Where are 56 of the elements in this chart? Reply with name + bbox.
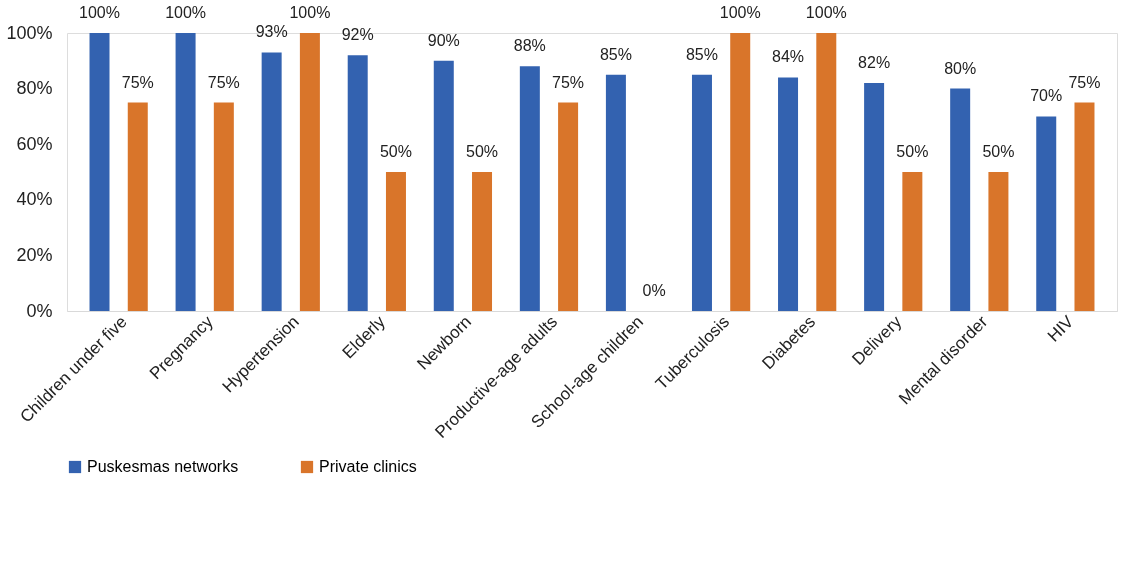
y-tick-label: 0% <box>26 300 53 321</box>
y-tick-label: 100% <box>6 22 53 43</box>
legend-label: Puskesmas networks <box>87 458 239 475</box>
data-label: 84% <box>772 48 805 66</box>
y-tick-label: 40% <box>16 189 53 210</box>
bar <box>1036 116 1057 311</box>
bar <box>558 102 579 311</box>
data-label: 75% <box>552 73 585 91</box>
data-label: 92% <box>341 26 374 44</box>
data-label: 85% <box>685 45 718 63</box>
bar <box>299 33 320 311</box>
data-label: 70% <box>1030 87 1063 105</box>
data-label: 75% <box>207 73 240 91</box>
bar <box>950 88 971 311</box>
data-label: 80% <box>944 59 977 77</box>
bar <box>213 102 234 311</box>
data-label: 90% <box>427 31 460 49</box>
bar <box>385 172 406 311</box>
y-tick-label: 20% <box>16 244 53 265</box>
bar <box>988 172 1009 311</box>
bar <box>691 74 712 311</box>
data-label: 88% <box>513 37 546 55</box>
bar <box>472 172 493 311</box>
data-label: 82% <box>858 54 891 72</box>
data-label: 100% <box>79 4 120 21</box>
data-label: 0% <box>642 282 666 299</box>
bar <box>1074 102 1095 311</box>
bar <box>778 77 799 311</box>
data-label: 85% <box>599 45 632 63</box>
data-label: 75% <box>1068 73 1101 91</box>
bar <box>175 33 196 311</box>
data-label: 75% <box>121 73 154 91</box>
data-label: 100% <box>165 4 207 21</box>
bar <box>127 102 148 311</box>
bar <box>89 33 110 311</box>
bar <box>816 33 837 311</box>
x-tick-label: HIV <box>1043 311 1078 346</box>
bar <box>605 74 626 311</box>
bar <box>261 52 282 311</box>
data-label: 50% <box>982 143 1015 160</box>
bar <box>864 83 885 311</box>
data-label: 100% <box>805 4 847 21</box>
bar <box>519 66 540 311</box>
data-label: 100% <box>289 4 331 21</box>
y-tick-label: 60% <box>16 133 53 154</box>
data-label: 100% <box>719 4 761 21</box>
data-label: 50% <box>379 143 412 160</box>
bar <box>902 172 923 311</box>
bar <box>730 33 751 311</box>
bar <box>433 60 454 311</box>
data-label: 93% <box>255 23 288 41</box>
data-label: 50% <box>466 143 499 160</box>
y-tick-label: 80% <box>16 78 53 99</box>
data-label: 50% <box>896 143 929 160</box>
bar <box>347 55 368 311</box>
legend-label: Private clinics <box>319 458 417 475</box>
